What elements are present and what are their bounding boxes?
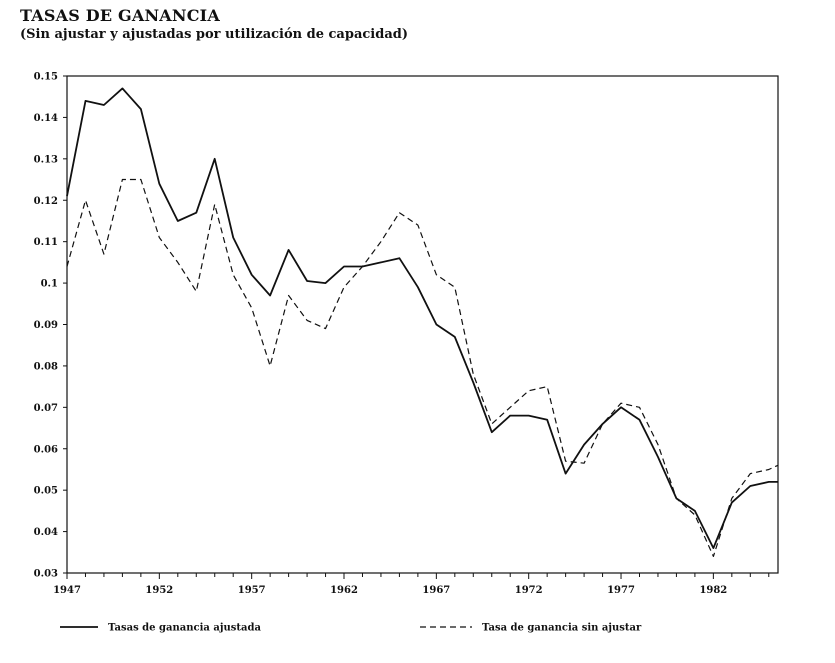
x-tick-label: 1982: [699, 585, 727, 596]
y-tick-label: 0.13: [34, 154, 58, 165]
x-tick-label: 1967: [422, 585, 450, 596]
legend-label: Tasa de ganancia sin ajustar: [482, 623, 642, 634]
y-tick-label: 0.09: [34, 320, 58, 331]
y-tick-label: 0.14: [34, 113, 58, 124]
x-tick-label: 1972: [515, 585, 543, 596]
y-tick-label: 0.12: [34, 196, 58, 207]
y-tick-label: 0.04: [34, 527, 58, 538]
x-tick-label: 1947: [53, 585, 81, 596]
plot-frame: [66, 75, 779, 574]
x-tick-label: 1962: [330, 585, 358, 596]
y-tick-label: 0.03: [34, 569, 58, 580]
chart-subtitle: (Sin ajustar y ajustadas por utilización…: [20, 27, 408, 42]
series-line-ajustada: [66, 87, 778, 549]
chart-title: TASAS DE GANANCIA: [20, 6, 220, 25]
x-tick-label: 1957: [238, 585, 266, 596]
x-tick-label: 1977: [607, 585, 635, 596]
y-tick-label: 0.07: [34, 403, 58, 414]
y-tick-label: 0.11: [34, 237, 58, 248]
y-tick-label: 0.08: [34, 361, 58, 372]
y-tick-label: 0.06: [34, 444, 58, 455]
y-tick-label: 0.05: [34, 486, 58, 497]
series-line-sin-ajustar: [66, 178, 779, 557]
y-tick-label: 0.1: [41, 279, 58, 290]
legend-label: Tasas de ganancia ajustada: [108, 623, 261, 634]
y-tick-label: 0.15: [34, 72, 58, 83]
x-tick-label: 1952: [145, 585, 173, 596]
